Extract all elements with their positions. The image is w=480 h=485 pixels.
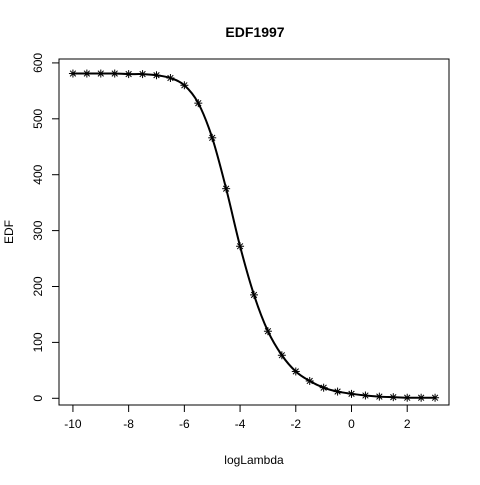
y-tick-label: 600 <box>31 53 45 73</box>
asterisk-marker <box>305 376 314 385</box>
asterisk-marker <box>194 99 203 108</box>
x-tick-label: 0 <box>348 417 355 431</box>
x-tick-label: -2 <box>290 417 301 431</box>
asterisk-marker <box>110 69 119 78</box>
asterisk-marker <box>403 393 412 402</box>
x-axis: -10 -8 -6 -4 -2 0 2 <box>64 404 411 431</box>
y-tick-label: 500 <box>31 108 45 128</box>
asterisk-marker <box>208 133 217 142</box>
series-layer <box>68 69 440 402</box>
asterisk-marker <box>417 393 426 402</box>
x-tick-label: -8 <box>123 417 134 431</box>
asterisk-marker <box>291 367 300 376</box>
y-axis-label: EDF <box>2 220 16 244</box>
asterisk-marker <box>180 81 189 90</box>
y-tick-label: 400 <box>31 164 45 184</box>
x-tick-label: -10 <box>64 417 82 431</box>
edf-series-line <box>72 72 436 399</box>
x-tick-label: -4 <box>235 417 246 431</box>
asterisk-marker <box>166 74 175 83</box>
plot-frame <box>58 58 450 406</box>
asterisk-marker <box>236 242 245 251</box>
y-tick-label: 0 <box>31 395 45 402</box>
asterisk-marker <box>68 69 77 78</box>
asterisk-marker <box>82 69 91 78</box>
asterisk-marker <box>333 387 342 396</box>
asterisk-marker <box>431 393 440 402</box>
asterisk-marker <box>263 327 272 336</box>
asterisk-marker <box>277 351 286 360</box>
y-axis: 0 100 200 300 400 500 600 <box>31 53 60 402</box>
y-tick-label: 100 <box>31 332 45 352</box>
asterisk-marker <box>152 71 161 80</box>
asterisk-marker <box>389 393 398 402</box>
x-tick-label: -6 <box>179 417 190 431</box>
asterisk-marker <box>361 391 370 400</box>
asterisk-marker <box>124 70 133 79</box>
asterisk-marker <box>375 392 384 401</box>
asterisk-marker <box>96 69 105 78</box>
asterisk-marker <box>222 184 231 193</box>
chart-title: EDF1997 <box>225 24 284 40</box>
y-tick-label: 300 <box>31 220 45 240</box>
asterisk-marker <box>250 290 258 299</box>
y-tick-label: 200 <box>31 276 45 296</box>
asterisk-marker <box>347 389 356 398</box>
asterisk-marker <box>319 383 328 392</box>
x-axis-label: logLambda <box>224 453 284 467</box>
asterisk-marker <box>138 70 147 79</box>
x-tick-label: 2 <box>404 417 411 431</box>
